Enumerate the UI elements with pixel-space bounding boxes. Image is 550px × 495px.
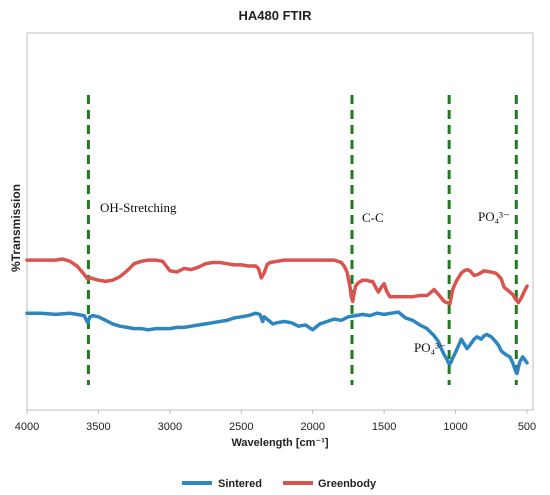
- legend-label-greenbody: Greenbody: [318, 478, 377, 490]
- x-tick-label: 2500: [229, 421, 253, 433]
- x-tick-label: 2000: [300, 421, 324, 433]
- x-tick-label: 3500: [86, 421, 110, 433]
- x-tick-label: 3000: [158, 421, 182, 433]
- series-line-greenbody: [25, 257, 529, 306]
- chart-title: HA480 FTIR: [239, 8, 313, 23]
- plot-area-border: [26, 32, 534, 411]
- annotation-c-c: C-C: [362, 210, 384, 225]
- legend: Sintered Greenbody: [182, 478, 377, 490]
- x-tick-label: 500: [518, 421, 536, 433]
- y-axis-label: %Transmission: [9, 184, 23, 272]
- x-tick-label: 1500: [372, 421, 396, 433]
- x-axis-label: Wavelength [cm⁻¹]: [231, 437, 328, 449]
- series-line-sintered: [25, 310, 529, 376]
- x-tick-label: 4000: [15, 421, 39, 433]
- annotation-po4-greenbody: PO₄³⁻: [478, 209, 510, 224]
- legend-label-sintered: Sintered: [218, 478, 262, 490]
- x-tick-label: 1000: [443, 421, 467, 433]
- annotation-po4-sintered: PO₄³⁻: [414, 340, 446, 355]
- annotation-oh-stretching: OH-Stretching: [100, 200, 177, 215]
